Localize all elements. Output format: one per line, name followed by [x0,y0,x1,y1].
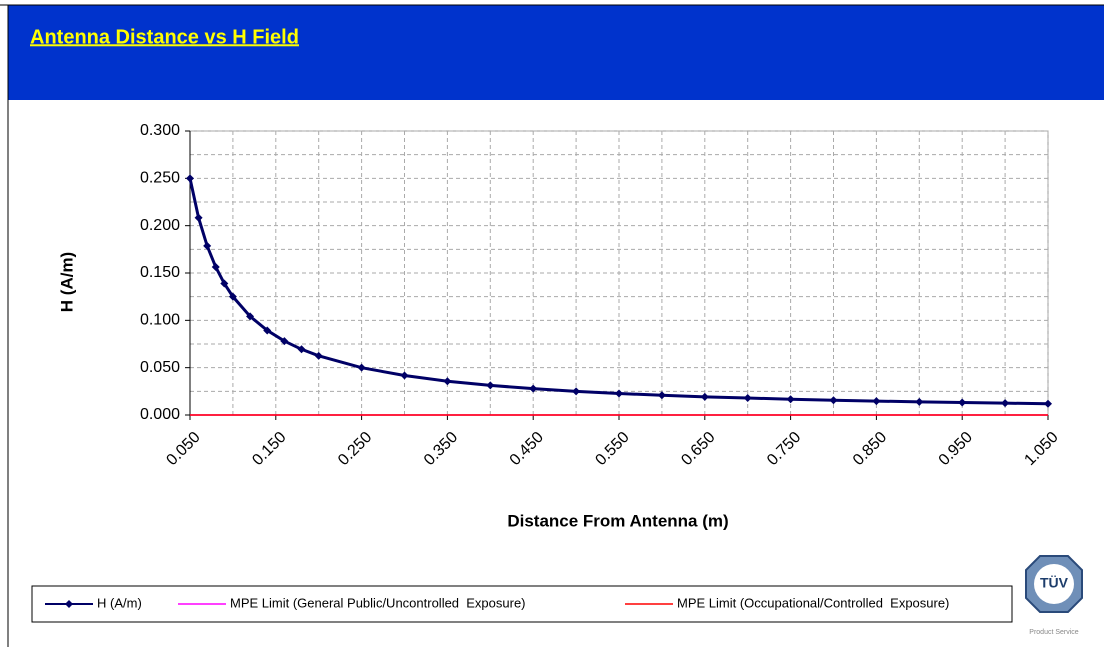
point-marker [186,174,194,183]
y-tick-label: 0.000 [140,406,180,423]
point-marker [529,384,538,393]
y-tick-label: 0.200 [140,217,180,234]
point-marker [246,312,255,321]
logo-circle [1034,564,1074,604]
point-marker [314,351,323,360]
point-marker [203,241,212,250]
point-marker [211,263,220,272]
y-axis-label: H (A/m) [57,252,76,312]
x-axis-label: Distance From Antenna (m) [507,511,728,530]
point-marker [400,371,409,380]
logo-caption: Product Service [1029,629,1079,636]
point-marker [786,395,795,404]
series-line [188,178,1049,406]
point-marker [743,394,752,403]
logo-text: TÜV [1040,575,1069,591]
point-marker [194,213,203,222]
point-marker [263,326,272,335]
point-marker [220,279,229,288]
point-marker [615,389,623,398]
y-tick-label: 0.100 [140,312,180,329]
y-tick-label: 0.050 [140,359,180,376]
point-marker [915,397,924,406]
point-marker [829,396,838,405]
point-marker [700,392,709,401]
y-tick-label: 0.150 [140,264,180,281]
point-marker [1044,399,1052,408]
legend-label: H (A/m) [97,595,142,610]
point-marker [228,292,237,301]
point-marker [486,381,495,390]
point-marker [443,377,452,386]
legend-label: MPE Limit (General Public/Uncontrolled E… [230,595,526,610]
point-marker [1001,399,1010,408]
point-marker [280,337,289,346]
point-marker [958,398,967,407]
point-marker [357,363,366,372]
y-tick-label: 0.250 [140,170,180,187]
legend-marker [65,600,73,608]
header-band [8,5,1104,100]
y-tick-label: 0.300 [140,122,180,139]
point-marker [872,397,881,406]
legend-label: MPE Limit (Occupational/Controlled Expos… [677,595,949,610]
point-marker [572,387,581,396]
chart-title: Antenna Distance vs H Field [30,26,299,48]
point-marker [297,345,306,354]
logo: TÜV Product Service [1025,555,1083,636]
point-marker [657,391,666,400]
